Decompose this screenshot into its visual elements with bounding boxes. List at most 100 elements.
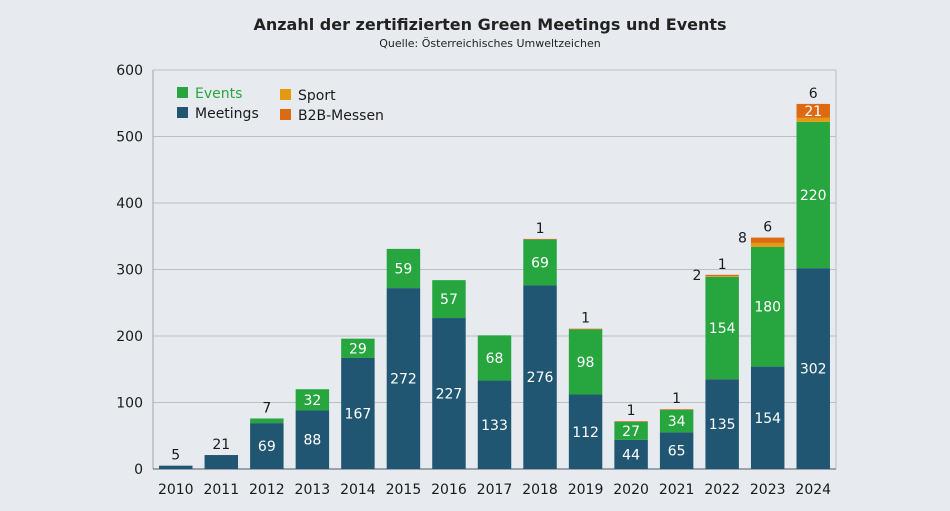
x-tick-label: 2019 [568,482,604,498]
bar-events [295,389,330,411]
data-label: 69 [258,439,276,455]
bar-meetings [477,380,512,469]
bar-events [386,248,421,289]
bar-meetings [159,465,193,469]
data-label: 220 [800,188,827,204]
bar-sport [796,117,830,122]
data-label: 27 [622,424,640,440]
x-tick-label: 2024 [795,482,831,498]
x-tick-label: 2023 [750,482,786,498]
total-annotation: 1 [581,311,590,327]
y-tick-label: 200 [116,329,143,345]
y-tick-label: 600 [116,63,143,79]
y-tick-label: 100 [116,396,143,412]
bar-events [341,338,375,358]
bar-events [796,121,830,269]
data-label: 227 [436,387,463,403]
bar-sport [705,276,739,277]
total-annotation: 2 [693,268,702,284]
data-label: 133 [481,418,508,434]
bar-meetings [614,439,648,469]
total-annotation: 5 [171,448,180,464]
x-tick-label: 2013 [295,482,331,498]
data-label: 57 [440,292,458,308]
x-tick-label: 2010 [158,482,194,498]
bar-meetings [341,357,375,469]
data-label: 154 [754,411,781,427]
bar-meetings [796,268,830,469]
bar-b2b-messen [523,238,557,240]
total-annotation: 1 [718,257,727,273]
bar-meetings [204,455,239,469]
x-tick-label: 2022 [704,482,740,498]
bar-meetings [705,379,739,469]
bar-meetings [568,394,603,469]
bar-b2b-messen [796,103,830,118]
data-label: 302 [800,362,827,378]
data-label: 34 [668,414,686,430]
bar-events [477,335,512,381]
total-annotation: 1 [672,391,681,407]
data-label: 68 [486,351,504,367]
total-annotation: 7 [262,400,271,416]
legend-label: Sport [298,88,336,104]
data-label: 29 [349,341,367,357]
legend-swatch-sport [280,89,291,100]
bar-b2b-messen [614,421,648,422]
chart-subtitle: Quelle: Österreichisches Umweltzeichen [379,37,601,50]
bar-meetings [295,410,330,469]
x-tick-label: 2020 [613,482,649,498]
data-label: 69 [531,256,549,272]
total-annotation: 1 [627,403,636,419]
bar-meetings [523,285,557,469]
data-label: 180 [754,300,781,316]
data-label: 88 [303,433,321,449]
bar-events [432,280,466,319]
y-tick-label: 300 [116,263,143,279]
x-tick-label: 2011 [203,482,239,498]
x-tick-label: 2012 [249,482,285,498]
legend-swatch-meetings [177,107,188,118]
data-label: 32 [303,393,321,409]
x-tick-label: 2015 [386,482,422,498]
bar-b2b-messen [750,237,785,243]
data-label: 21 [804,104,822,120]
x-tick-label: 2021 [659,482,695,498]
bar-meetings [250,423,284,469]
legend-label: Events [195,86,242,102]
chart-title: Anzahl der zertifizierten Green Meetings… [253,15,727,34]
bar-b2b-messen [568,328,603,330]
data-label: 276 [527,370,554,386]
x-tick-label: 2014 [340,482,376,498]
legend-label: B2B-Messen [298,108,384,124]
data-label: 272 [390,372,417,388]
bar-events [614,421,648,440]
data-label: 167 [345,406,372,422]
bar-events [568,329,603,395]
y-tick-label: 0 [134,462,143,478]
total-annotation: 21 [212,437,230,453]
bar-meetings [386,288,421,469]
x-tick-label: 2016 [431,482,467,498]
total-annotation: 6 [809,86,818,102]
legend-label: Meetings [195,106,259,122]
x-tick-label: 2017 [477,482,513,498]
data-label: 154 [709,321,736,337]
bar-events [523,239,557,286]
total-annotation: 6 [763,220,772,236]
y-tick-label: 500 [116,130,143,146]
total-annotation: 1 [536,221,545,237]
bar-meetings [432,318,466,469]
data-label: 44 [622,447,640,463]
y-tick-label: 400 [116,196,143,212]
bar-meetings [659,432,694,469]
bar-sport [750,242,785,247]
bar-meetings [750,366,785,469]
data-label: 65 [668,444,686,460]
data-label: 112 [572,425,599,441]
bar-events [659,409,694,433]
bar-events [750,246,785,367]
data-label: 98 [577,355,595,371]
